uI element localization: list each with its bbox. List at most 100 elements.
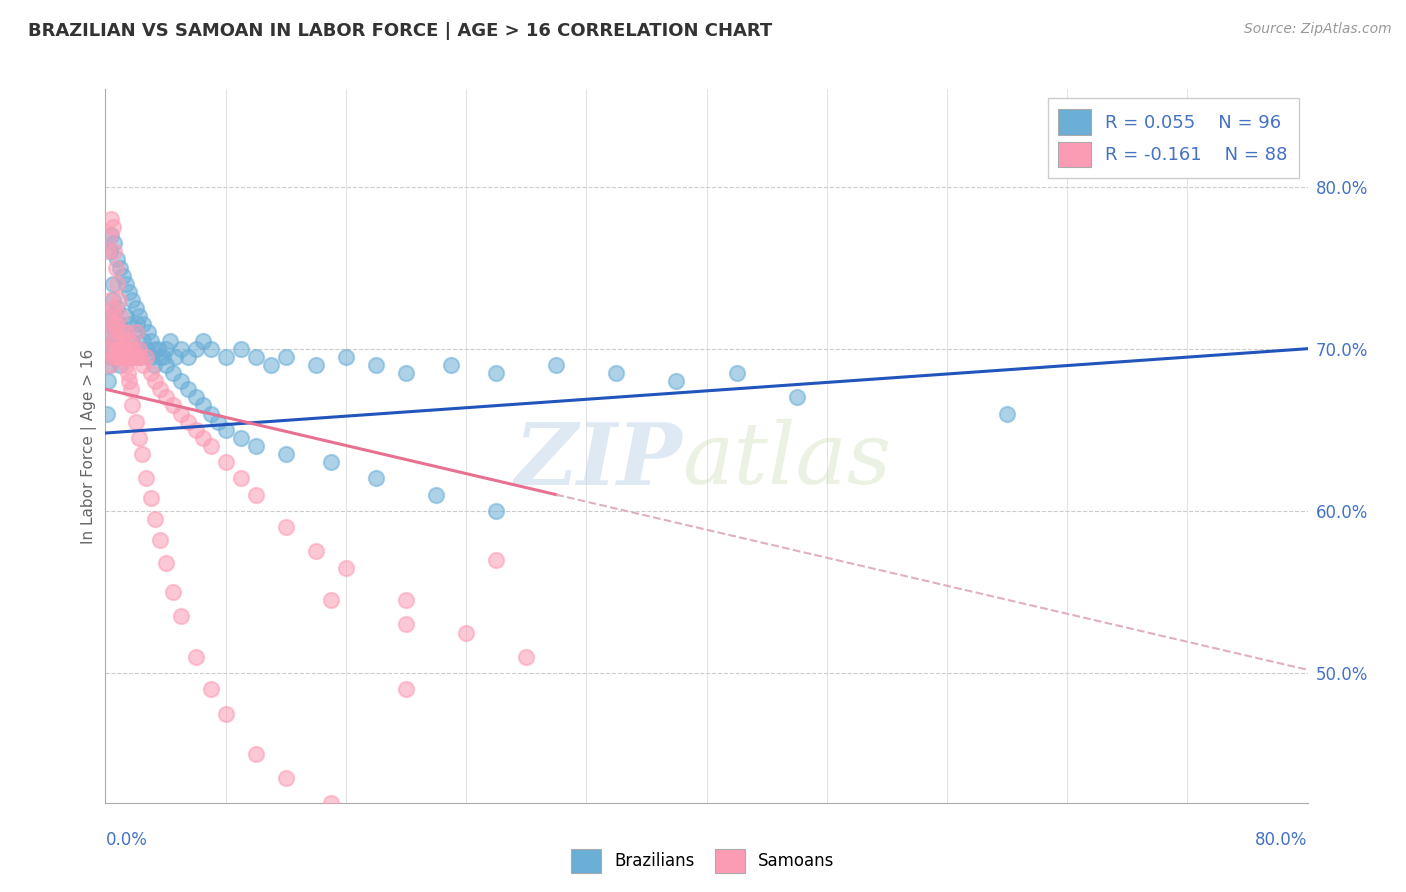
Point: [120, 334, 142, 348]
Point: [214, 423, 236, 437]
Point: [395, 682, 418, 697]
Point: [112, 326, 135, 340]
Point: [245, 350, 267, 364]
Point: [108, 318, 131, 332]
Point: [103, 334, 125, 348]
Point: [115, 358, 138, 372]
Point: [128, 342, 150, 356]
Point: [100, 318, 122, 332]
Point: [98, 326, 121, 340]
Point: [162, 366, 184, 380]
Point: [155, 556, 177, 570]
Point: [100, 211, 122, 226]
Point: [152, 350, 174, 364]
Point: [118, 318, 141, 332]
Point: [108, 293, 131, 307]
Point: [101, 277, 124, 291]
Point: [184, 342, 207, 356]
Point: [485, 366, 508, 380]
Point: [96, 407, 118, 421]
Point: [128, 431, 150, 445]
Point: [184, 390, 207, 404]
Point: [155, 358, 177, 372]
Point: [104, 326, 127, 340]
Point: [125, 318, 148, 332]
Point: [139, 491, 162, 505]
Point: [159, 334, 181, 348]
Point: [101, 350, 124, 364]
Point: [110, 342, 132, 356]
Point: [169, 374, 191, 388]
Point: [139, 366, 162, 380]
Point: [260, 358, 283, 372]
Point: [132, 358, 155, 372]
Point: [98, 358, 121, 372]
Point: [110, 310, 132, 324]
Point: [101, 293, 124, 307]
Point: [107, 326, 129, 340]
Point: [143, 342, 166, 356]
Point: [177, 350, 200, 364]
Point: [103, 236, 125, 251]
Point: [395, 617, 418, 632]
Text: 0.0%: 0.0%: [105, 831, 148, 849]
Point: [101, 220, 124, 235]
Point: [98, 244, 121, 259]
Point: [107, 252, 129, 267]
Point: [163, 350, 186, 364]
Point: [135, 350, 157, 364]
Point: [274, 447, 297, 461]
Point: [214, 455, 236, 469]
Point: [115, 310, 138, 324]
Legend: R = 0.055    N = 96, R = -0.161    N = 88: R = 0.055 N = 96, R = -0.161 N = 88: [1047, 98, 1299, 178]
Point: [191, 334, 214, 348]
Point: [132, 318, 155, 332]
Point: [125, 350, 148, 364]
Point: [120, 342, 142, 356]
Point: [107, 342, 129, 356]
Point: [148, 533, 170, 547]
Text: atlas: atlas: [682, 419, 891, 501]
Point: [605, 366, 627, 380]
Point: [364, 471, 387, 485]
Point: [136, 326, 159, 340]
Point: [118, 285, 141, 299]
Point: [142, 358, 165, 372]
Point: [104, 260, 127, 275]
Point: [146, 342, 169, 356]
Point: [111, 326, 134, 340]
Point: [665, 374, 688, 388]
Point: [207, 415, 229, 429]
Point: [124, 326, 146, 340]
Point: [117, 350, 139, 364]
Point: [305, 544, 328, 558]
Point: [364, 358, 387, 372]
Point: [440, 358, 463, 372]
Point: [104, 350, 127, 364]
Point: [115, 326, 138, 340]
Point: [214, 350, 236, 364]
Point: [100, 318, 122, 332]
Point: [104, 350, 127, 364]
Point: [104, 318, 127, 332]
Point: [114, 342, 136, 356]
Point: [121, 399, 143, 413]
Point: [229, 342, 252, 356]
Point: [515, 649, 537, 664]
Point: [124, 415, 146, 429]
Point: [110, 358, 132, 372]
Point: [108, 350, 131, 364]
Point: [200, 342, 222, 356]
Point: [114, 350, 136, 364]
Point: [121, 350, 143, 364]
Text: BRAZILIAN VS SAMOAN IN LABOR FORCE | AGE > 16 CORRELATION CHART: BRAZILIAN VS SAMOAN IN LABOR FORCE | AGE…: [28, 22, 772, 40]
Point: [98, 228, 121, 243]
Point: [128, 342, 150, 356]
Point: [162, 585, 184, 599]
Point: [200, 682, 222, 697]
Point: [115, 277, 138, 291]
Point: [97, 310, 120, 324]
Point: [169, 407, 191, 421]
Point: [122, 342, 145, 356]
Point: [112, 342, 135, 356]
